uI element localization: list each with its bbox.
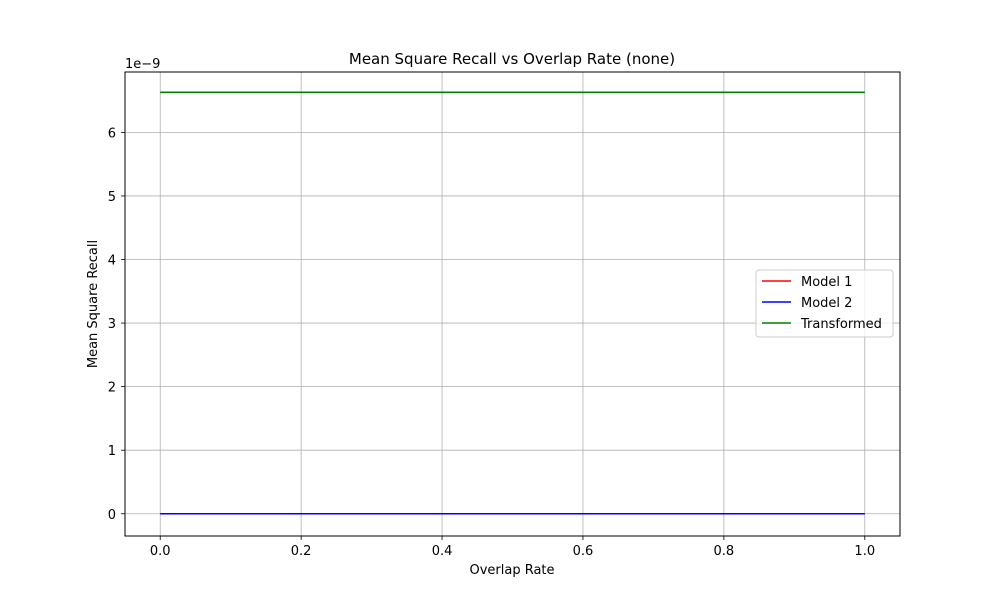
legend-label-model-2: Model 2 — [801, 296, 852, 311]
y-tick-label: 0 — [108, 508, 116, 523]
legend-label-transformed: Transformed — [800, 317, 882, 332]
y-axis-offset-text: 1e−9 — [125, 57, 160, 72]
x-tick-label: 0.8 — [714, 544, 735, 559]
chart-title: Mean Square Recall vs Overlap Rate (none… — [349, 50, 675, 68]
x-axis-ticks: 0.0 0.2 0.4 0.6 0.8 1.0 — [150, 536, 875, 559]
y-tick-label: 2 — [108, 381, 116, 396]
x-tick-label: 0.4 — [432, 544, 453, 559]
x-tick-label: 0.2 — [291, 544, 312, 559]
plot-frame — [124, 71, 901, 537]
y-axis-label: Mean Square Recall — [86, 240, 101, 368]
y-tick-label: 4 — [108, 254, 116, 269]
legend: Model 1 Model 2 Transformed — [755, 269, 894, 338]
series-lines — [160, 91, 865, 515]
x-tick-label: 0.6 — [573, 544, 594, 559]
y-tick-label: 6 — [108, 126, 116, 141]
legend-label-model-1: Model 1 — [801, 275, 852, 290]
x-tick-label: 0.0 — [150, 544, 171, 559]
x-axis-label: Overlap Rate — [469, 563, 554, 578]
legend-box — [755, 269, 894, 338]
y-tick-label: 3 — [108, 317, 116, 332]
x-tick-label: 1.0 — [854, 544, 875, 559]
y-tick-label: 1 — [108, 444, 116, 459]
y-tick-label: 5 — [108, 190, 116, 205]
y-axis-ticks: 0 1 2 3 4 5 6 — [108, 126, 125, 523]
